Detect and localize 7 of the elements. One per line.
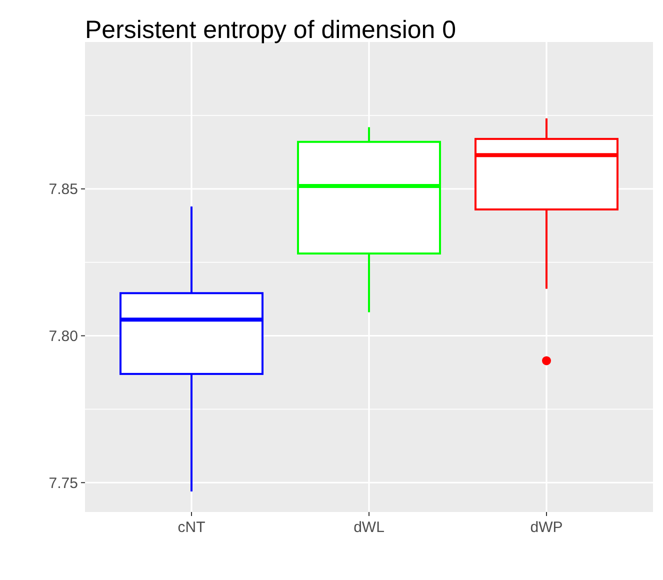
x-tick-label: cNT xyxy=(178,519,206,536)
x-tick-label: dWP xyxy=(530,519,563,536)
y-tick-label: 7.85 xyxy=(48,181,78,198)
x-tick-label: dWL xyxy=(354,519,384,536)
chart-title: Persistent entropy of dimension 0 xyxy=(85,16,456,44)
y-tick-label: 7.75 xyxy=(48,474,78,492)
y-tick-label: 7.80 xyxy=(48,328,78,345)
